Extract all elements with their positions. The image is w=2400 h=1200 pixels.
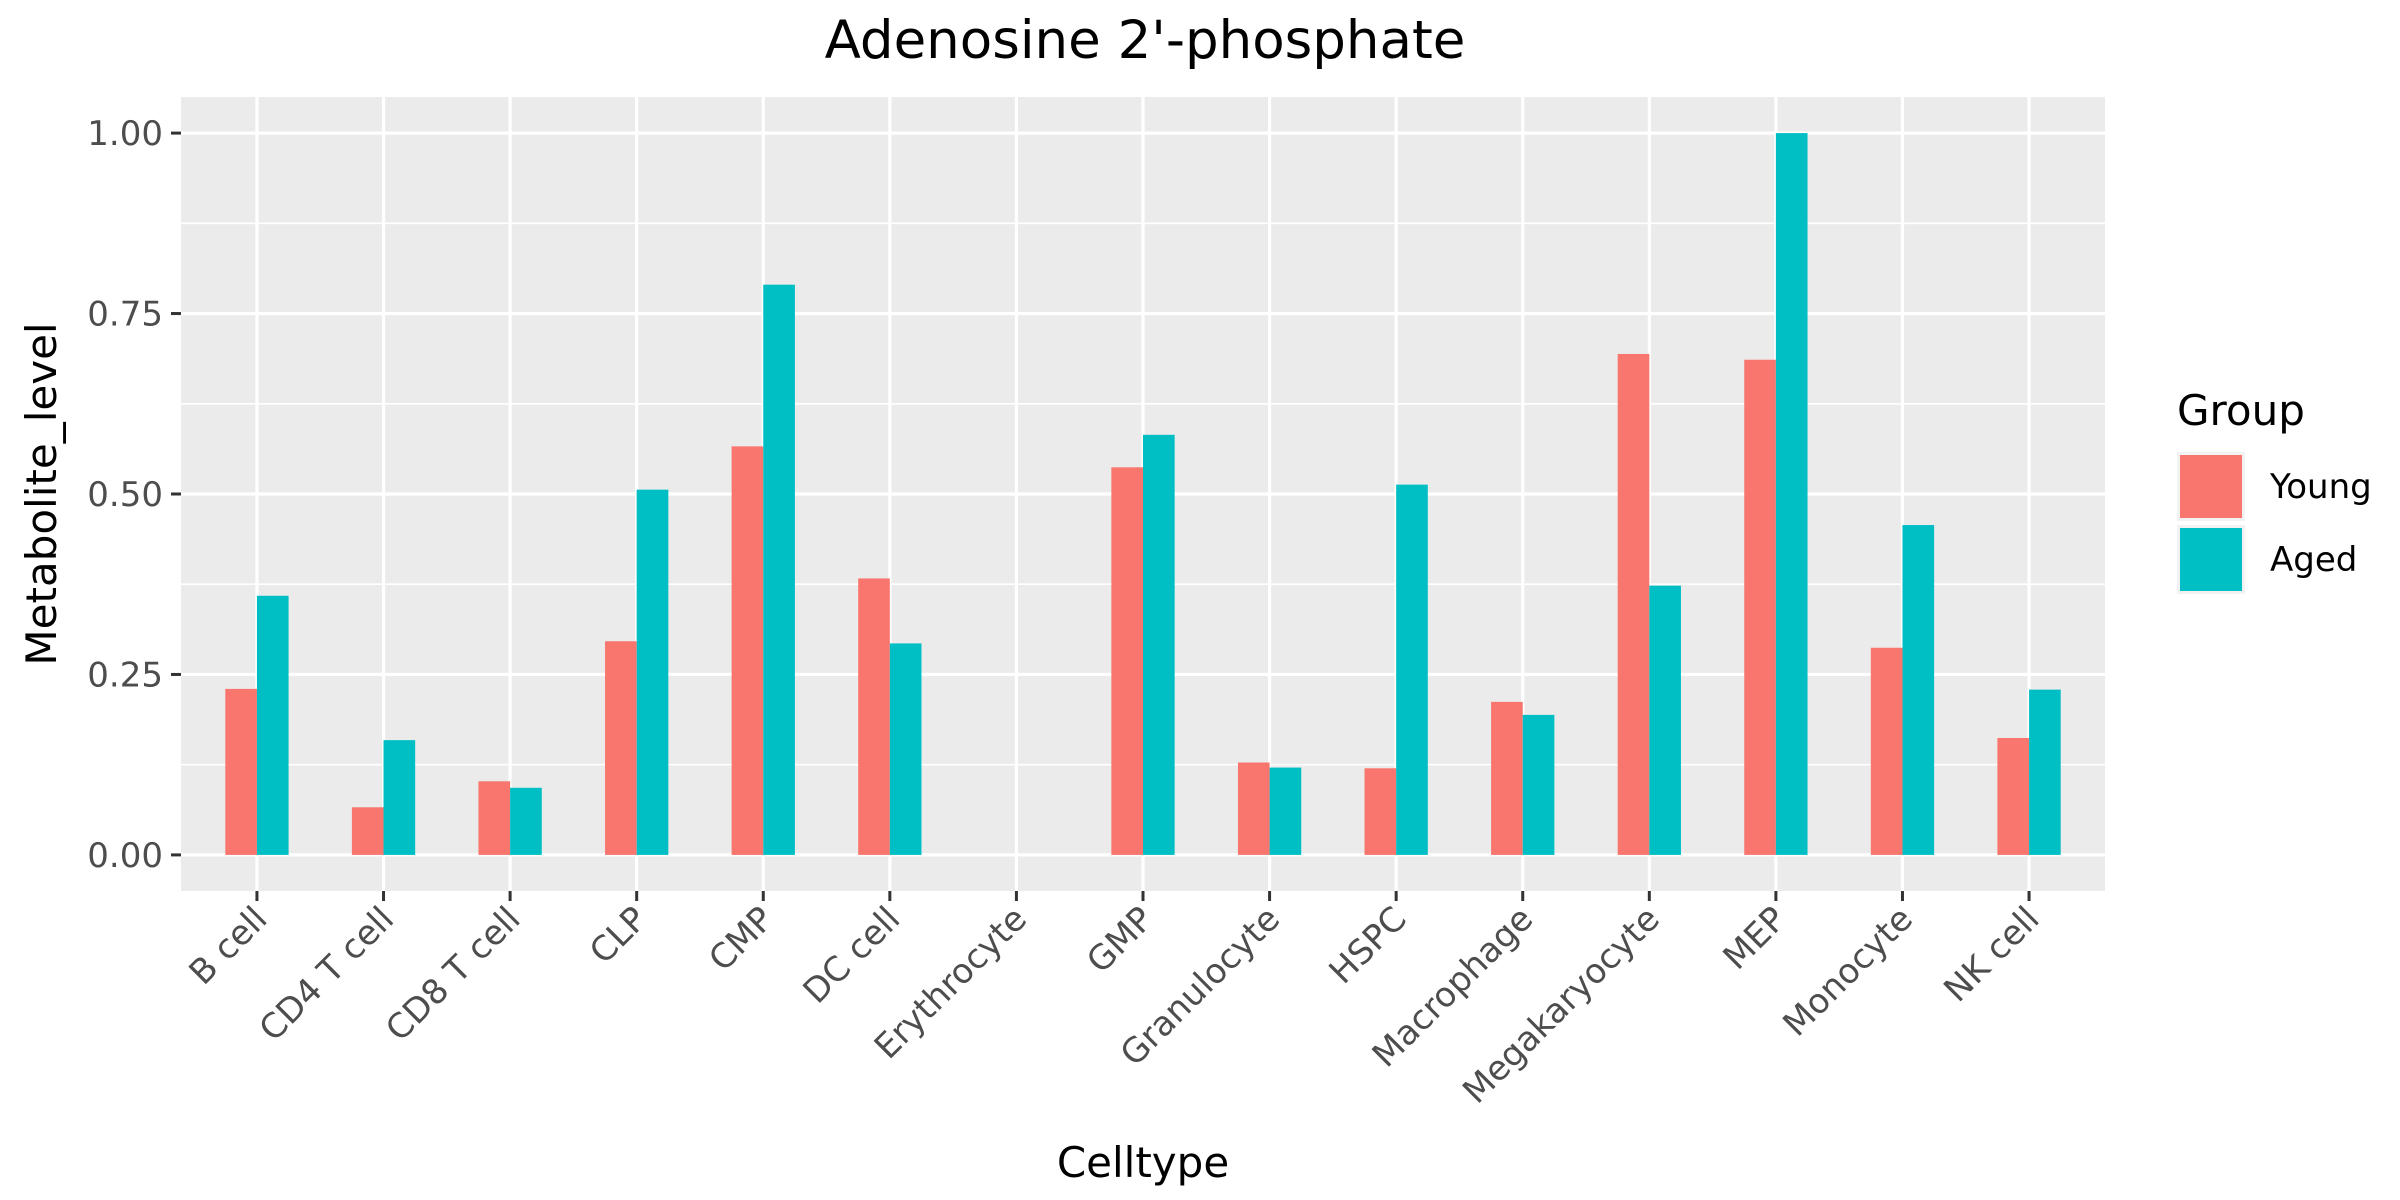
bar-young xyxy=(478,781,511,855)
bar-aged xyxy=(636,489,669,855)
bar-aged xyxy=(1902,525,1935,855)
legend-swatch-young xyxy=(2180,455,2242,518)
bar-young xyxy=(1617,353,1650,855)
bar-aged xyxy=(2029,689,2061,855)
bar-young xyxy=(1744,359,1776,855)
bar-aged xyxy=(383,740,416,855)
bar-young xyxy=(1111,467,1143,855)
bar-aged xyxy=(256,595,289,855)
y-tick-label: 1.00 xyxy=(87,114,163,154)
bar-young xyxy=(1237,762,1270,855)
legend-label: Aged xyxy=(2270,540,2357,580)
bar-aged xyxy=(1396,484,1428,855)
bar-young xyxy=(1364,768,1397,855)
bar-young xyxy=(351,807,384,855)
y-tick-label: 0.75 xyxy=(87,295,163,335)
bar-aged xyxy=(1522,714,1555,855)
y-tick-label: 0.50 xyxy=(87,475,163,515)
bar-young xyxy=(1870,647,1903,855)
bar-aged xyxy=(1269,767,1302,855)
bar-aged xyxy=(763,284,795,855)
bar-young xyxy=(1491,701,1523,855)
y-axis: 0.00 0.25 0.50 0.75 1.00 xyxy=(87,114,181,876)
legend-title: Group xyxy=(2177,386,2305,435)
bar-young xyxy=(858,578,890,855)
legend-swatch-aged xyxy=(2180,528,2242,591)
bar-aged xyxy=(510,787,542,855)
chart-title: Adenosine 2'-phosphate xyxy=(825,10,1466,71)
y-axis-title: Metabolite_level xyxy=(17,322,66,665)
y-tick-label: 0.00 xyxy=(87,836,163,876)
bar-aged xyxy=(1649,585,1681,855)
bar-young xyxy=(731,446,764,855)
y-tick-label: 0.25 xyxy=(87,655,163,695)
legend-label: Young xyxy=(2269,467,2372,507)
bar-young xyxy=(225,688,257,855)
bar-aged xyxy=(889,643,922,855)
x-axis-title: Celltype xyxy=(1057,1138,1229,1187)
legend: Group Young Aged xyxy=(2177,386,2372,594)
bars xyxy=(225,133,2061,855)
bar-young xyxy=(1997,737,2030,855)
bar-aged xyxy=(1143,434,1175,855)
bar-young xyxy=(605,641,637,855)
bar-aged xyxy=(1775,133,1808,855)
